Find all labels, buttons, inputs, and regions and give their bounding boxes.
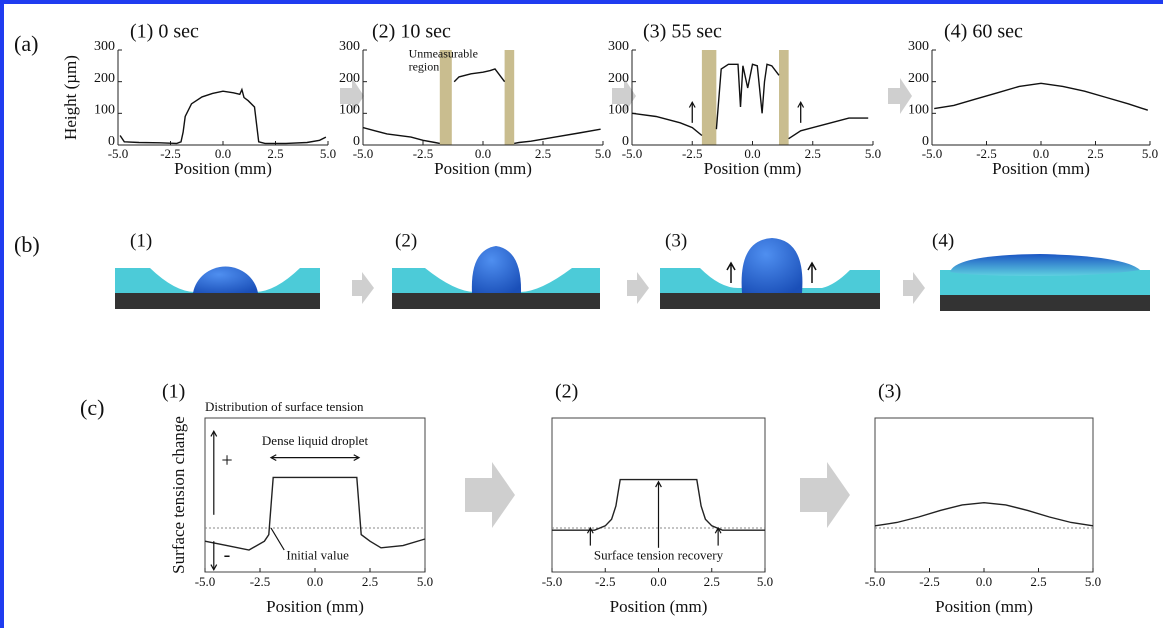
chart: -5.0 -2.5 0.0 2.5 5.0 (2) Position (mm) Surface… xyxy=(542,381,773,616)
shaded-region xyxy=(440,50,452,145)
x-tick-label: -2.5 xyxy=(250,574,271,589)
x-tick-label: 5.0 xyxy=(320,146,336,161)
x-tick-label: 2.5 xyxy=(704,574,720,589)
chart: -5.0 -2.5 0.0 2.5 5.0 (3) Position (mm) xyxy=(865,381,1101,616)
chart-title: (1) xyxy=(162,381,185,403)
x-tick-label: 0.0 xyxy=(307,574,323,589)
x-tick-label: -5.0 xyxy=(195,574,216,589)
x-tick-label: 5.0 xyxy=(1085,574,1101,589)
y-tick-label: 200 xyxy=(94,71,115,86)
y-tick-label: 200 xyxy=(608,71,629,86)
chart-subtitle: Distribution of surface tension xyxy=(205,399,364,414)
shaded-region xyxy=(505,50,515,145)
x-tick-label: 5.0 xyxy=(595,146,611,161)
x-tick-label: -2.5 xyxy=(919,574,940,589)
chart-title: (2) 10 sec xyxy=(372,21,451,43)
y-tick-label: 200 xyxy=(339,71,360,86)
x-axis-label: Position (mm) xyxy=(992,159,1090,178)
x-axis-label: Position (mm) xyxy=(434,159,532,178)
annotation-arrow xyxy=(271,528,284,550)
panel-label: (b) xyxy=(14,232,40,257)
y-tick-label: 100 xyxy=(608,103,629,118)
chart-title: (3) xyxy=(878,381,901,403)
x-tick-label: 5.0 xyxy=(417,574,433,589)
annotation: Dense liquid droplet xyxy=(262,433,369,448)
annotation: region xyxy=(409,60,440,74)
x-tick-label: 5.0 xyxy=(757,574,773,589)
x-tick-label: 5.0 xyxy=(865,146,881,161)
y-tick-label: 300 xyxy=(908,39,929,54)
x-axis-label: Position (mm) xyxy=(935,597,1033,616)
line xyxy=(363,69,601,143)
line xyxy=(632,64,868,138)
annotation: + xyxy=(221,450,232,472)
x-tick-label: -2.5 xyxy=(682,146,703,161)
line xyxy=(875,503,1093,526)
annotation: Initial value xyxy=(286,548,349,563)
x-axis-label: Position (mm) xyxy=(266,597,364,616)
diagram-label: (4) xyxy=(932,230,954,251)
y-tick-label: 200 xyxy=(908,71,929,86)
y-tick-label: 100 xyxy=(94,103,115,118)
y-tick-label: 0 xyxy=(353,134,360,149)
annotation: - xyxy=(224,544,231,566)
diagram-label: (1) xyxy=(130,230,152,251)
chart: -5.0 -2.5 0.0 2.5 5.0 (1) Distribution of surf… xyxy=(162,381,433,616)
y-tick-label: 0 xyxy=(108,134,115,149)
x-axis-label: Position (mm) xyxy=(704,159,802,178)
x-tick-label: 2.5 xyxy=(362,574,378,589)
x-tick-label: -2.5 xyxy=(413,146,434,161)
y-tick-label: 300 xyxy=(94,39,115,54)
chart-title: (3) 55 sec xyxy=(643,21,722,43)
y-tick-label: 0 xyxy=(622,134,629,149)
x-tick-label: 2.5 xyxy=(805,146,821,161)
x-tick-label: 5.0 xyxy=(1142,146,1158,161)
y-axis-label: Surface tension change xyxy=(169,416,188,574)
figure: (a) (b) (c) (1) (2) (3) (4) -5.0-2.50.02… xyxy=(0,0,1163,628)
chart-title: (4) 60 sec xyxy=(944,21,1023,43)
chart-title: (1) 0 sec xyxy=(130,21,199,43)
line xyxy=(120,90,326,144)
panel-label: (c) xyxy=(80,395,104,420)
x-axis-label: Position (mm) xyxy=(174,159,272,178)
shaded-region xyxy=(702,50,716,145)
shaded-region xyxy=(779,50,789,145)
diagram-label: (3) xyxy=(665,230,687,251)
x-tick-label: 0.0 xyxy=(650,574,666,589)
y-tick-label: 0 xyxy=(922,134,929,149)
x-tick-label: 2.5 xyxy=(1030,574,1046,589)
x-tick-label: 2.5 xyxy=(535,146,551,161)
annotation: Surface tension recovery xyxy=(594,548,724,563)
y-tick-label: 300 xyxy=(339,39,360,54)
y-tick-label: 300 xyxy=(608,39,629,54)
x-axis-label: Position (mm) xyxy=(610,597,708,616)
x-tick-label: 0.0 xyxy=(976,574,992,589)
diagram-b xyxy=(115,238,1150,311)
diagram-label: (2) xyxy=(395,230,417,251)
y-axis-label: Height (µm) xyxy=(61,55,80,140)
y-tick-label: 100 xyxy=(339,103,360,118)
y-tick-label: 100 xyxy=(908,103,929,118)
line xyxy=(934,83,1148,110)
annotation: Unmeasurable xyxy=(409,47,478,61)
x-tick-label: -5.0 xyxy=(542,574,563,589)
x-tick-label: -2.5 xyxy=(595,574,616,589)
line xyxy=(205,477,425,550)
chart-title: (2) xyxy=(555,381,578,403)
panel-label: (a) xyxy=(14,31,38,56)
plot-frame xyxy=(875,418,1093,572)
x-tick-label: -5.0 xyxy=(865,574,886,589)
